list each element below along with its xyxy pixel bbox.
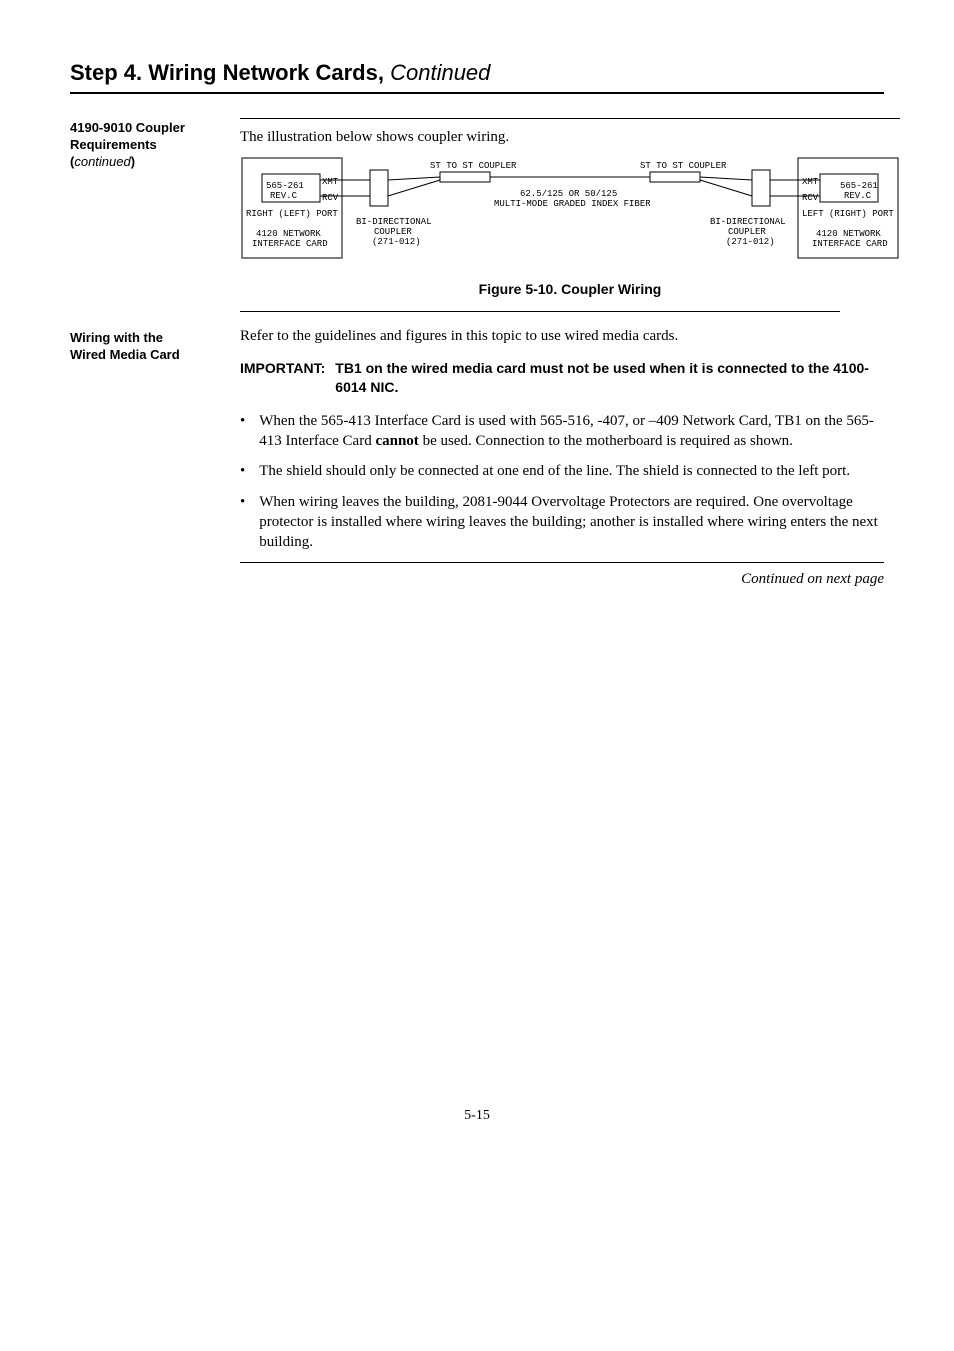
svg-text:62.5/125 OR 50/125: 62.5/125 OR 50/125 bbox=[520, 189, 617, 199]
bullet-text-2: The shield should only be connected at o… bbox=[259, 461, 850, 481]
svg-text:4120 NETWORK: 4120 NETWORK bbox=[816, 229, 881, 239]
svg-text:ST TO ST COUPLER: ST TO ST COUPLER bbox=[640, 161, 727, 171]
bullet-list: • When the 565-413 Interface Card is use… bbox=[240, 411, 884, 553]
intro-text-2: Refer to the guidelines and figures in t… bbox=[240, 328, 884, 345]
section-wired-media: Wiring with the Wired Media Card Refer t… bbox=[70, 328, 884, 588]
bullet-text-3: When wiring leaves the building, 2081-90… bbox=[259, 492, 884, 553]
svg-text:REV.C: REV.C bbox=[270, 191, 298, 201]
rule-2 bbox=[240, 562, 884, 563]
title-rule bbox=[70, 92, 884, 94]
rule-1b bbox=[240, 311, 840, 312]
svg-text:BI-DIRECTIONAL: BI-DIRECTIONAL bbox=[710, 217, 786, 227]
svg-text:COUPLER: COUPLER bbox=[374, 227, 412, 237]
important-label: IMPORTANT: bbox=[240, 359, 325, 397]
svg-text:XMT: XMT bbox=[802, 177, 819, 187]
rule-1a bbox=[240, 118, 900, 119]
main-col-2: Refer to the guidelines and figures in t… bbox=[240, 328, 884, 588]
svg-text:4120 NETWORK: 4120 NETWORK bbox=[256, 229, 321, 239]
svg-text:LEFT (RIGHT) PORT: LEFT (RIGHT) PORT bbox=[802, 209, 894, 219]
main-col-1: The illustration below shows coupler wir… bbox=[240, 118, 900, 312]
figure-caption: Figure 5-10. Coupler Wiring bbox=[240, 281, 900, 297]
side2-l2: Wired Media Card bbox=[70, 347, 220, 364]
important-body: TB1 on the wired media card must not be … bbox=[335, 359, 884, 397]
bullet-icon: • bbox=[240, 492, 245, 553]
intro-text-1: The illustration below shows coupler wir… bbox=[240, 129, 900, 146]
svg-text:INTERFACE CARD: INTERFACE CARD bbox=[252, 239, 328, 249]
bullet-text-1: When the 565-413 Interface Card is used … bbox=[259, 411, 884, 452]
svg-text:INTERFACE CARD: INTERFACE CARD bbox=[812, 239, 888, 249]
svg-text:RCV: RCV bbox=[802, 193, 819, 203]
section-coupler: 4190-9010 Coupler Requirements (continue… bbox=[70, 118, 884, 312]
side2-l1: Wiring with the bbox=[70, 330, 220, 347]
bullet-item-3: • When wiring leaves the building, 2081-… bbox=[240, 492, 884, 553]
svg-text:RCV: RCV bbox=[322, 193, 339, 203]
svg-text:565-261: 565-261 bbox=[266, 181, 304, 191]
side-label-coupler: 4190-9010 Coupler Requirements (continue… bbox=[70, 118, 220, 171]
svg-text:REV.C: REV.C bbox=[844, 191, 872, 201]
title-main: Step 4. Wiring Network Cards, bbox=[70, 60, 390, 85]
title-continued: Continued bbox=[390, 60, 490, 85]
side-l1: 4190-9010 Coupler bbox=[70, 120, 220, 137]
bullet-icon: • bbox=[240, 411, 245, 452]
svg-text:XMT: XMT bbox=[322, 177, 339, 187]
svg-text:COUPLER: COUPLER bbox=[728, 227, 766, 237]
continued-next: Continued on next page bbox=[240, 571, 884, 588]
svg-text:(271-012): (271-012) bbox=[372, 237, 421, 247]
important-note: IMPORTANT: TB1 on the wired media card m… bbox=[240, 359, 884, 397]
bullet-item-1: • When the 565-413 Interface Card is use… bbox=[240, 411, 884, 452]
side-label-wired: Wiring with the Wired Media Card bbox=[70, 328, 220, 364]
diagram-svg: 565-261 REV.C XMT RCV RIGHT (LEFT) PORT … bbox=[240, 156, 900, 266]
side-l3: (continued) bbox=[70, 154, 220, 171]
svg-text:RIGHT (LEFT) PORT: RIGHT (LEFT) PORT bbox=[246, 209, 338, 219]
svg-text:565-261: 565-261 bbox=[840, 181, 878, 191]
svg-text:(271-012): (271-012) bbox=[726, 237, 775, 247]
svg-text:ST TO ST COUPLER: ST TO ST COUPLER bbox=[430, 161, 517, 171]
side-l2: Requirements bbox=[70, 137, 220, 154]
page-number: 5-15 bbox=[70, 1108, 884, 1124]
bullet-icon: • bbox=[240, 461, 245, 481]
bullet-item-2: • The shield should only be connected at… bbox=[240, 461, 884, 481]
svg-text:MULTI-MODE GRADED INDEX FIBER: MULTI-MODE GRADED INDEX FIBER bbox=[494, 199, 651, 209]
coupler-diagram: 565-261 REV.C XMT RCV RIGHT (LEFT) PORT … bbox=[240, 156, 900, 271]
page-title: Step 4. Wiring Network Cards, Continued bbox=[70, 60, 884, 86]
svg-text:BI-DIRECTIONAL: BI-DIRECTIONAL bbox=[356, 217, 432, 227]
